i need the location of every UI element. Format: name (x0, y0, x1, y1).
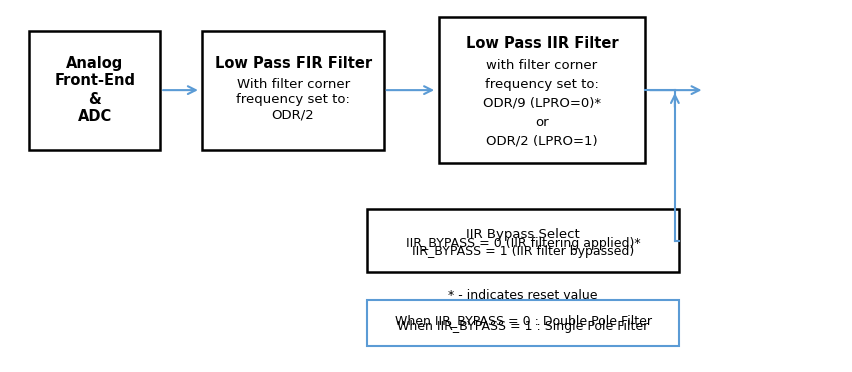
Text: ODR/9 (LPRO=0)*: ODR/9 (LPRO=0)* (483, 97, 601, 110)
Bar (30, 31, 160, 150)
Text: ODR/2: ODR/2 (272, 109, 314, 122)
Bar (203, 31, 383, 150)
Bar (367, 300, 679, 346)
Text: Front-End: Front-End (55, 73, 135, 88)
Text: Analog: Analog (66, 57, 124, 71)
Text: Low Pass FIR Filter: Low Pass FIR Filter (215, 57, 371, 71)
Text: IIR_BYPASS = 0 (IIR filtering applied)*: IIR_BYPASS = 0 (IIR filtering applied)* (406, 237, 641, 250)
Text: frequency set to:: frequency set to: (236, 93, 350, 106)
Text: &: & (89, 92, 101, 107)
Text: ADC: ADC (78, 109, 112, 124)
Text: or: or (535, 116, 549, 129)
Bar (439, 17, 645, 163)
Text: IIR Bypass Select: IIR Bypass Select (466, 228, 580, 241)
Bar (367, 209, 679, 272)
Text: * - indicates reset value: * - indicates reset value (448, 289, 598, 302)
Text: ODR/2 (LPRO=1): ODR/2 (LPRO=1) (486, 135, 598, 148)
Text: When IIR_BYPASS = 0 : Double Pole Filter: When IIR_BYPASS = 0 : Double Pole Filter (394, 314, 652, 327)
Text: Low Pass IIR Filter: Low Pass IIR Filter (466, 36, 619, 51)
Text: frequency set to:: frequency set to: (485, 78, 599, 91)
Text: IIR_BYPASS = 1 (IIR filter bypassed): IIR_BYPASS = 1 (IIR filter bypassed) (412, 245, 634, 258)
Text: With filter corner: With filter corner (237, 78, 349, 91)
Text: with filter corner: with filter corner (486, 59, 597, 72)
Text: When IIR_BYPASS = 1 : Single Pole Filter: When IIR_BYPASS = 1 : Single Pole Filter (397, 320, 648, 333)
